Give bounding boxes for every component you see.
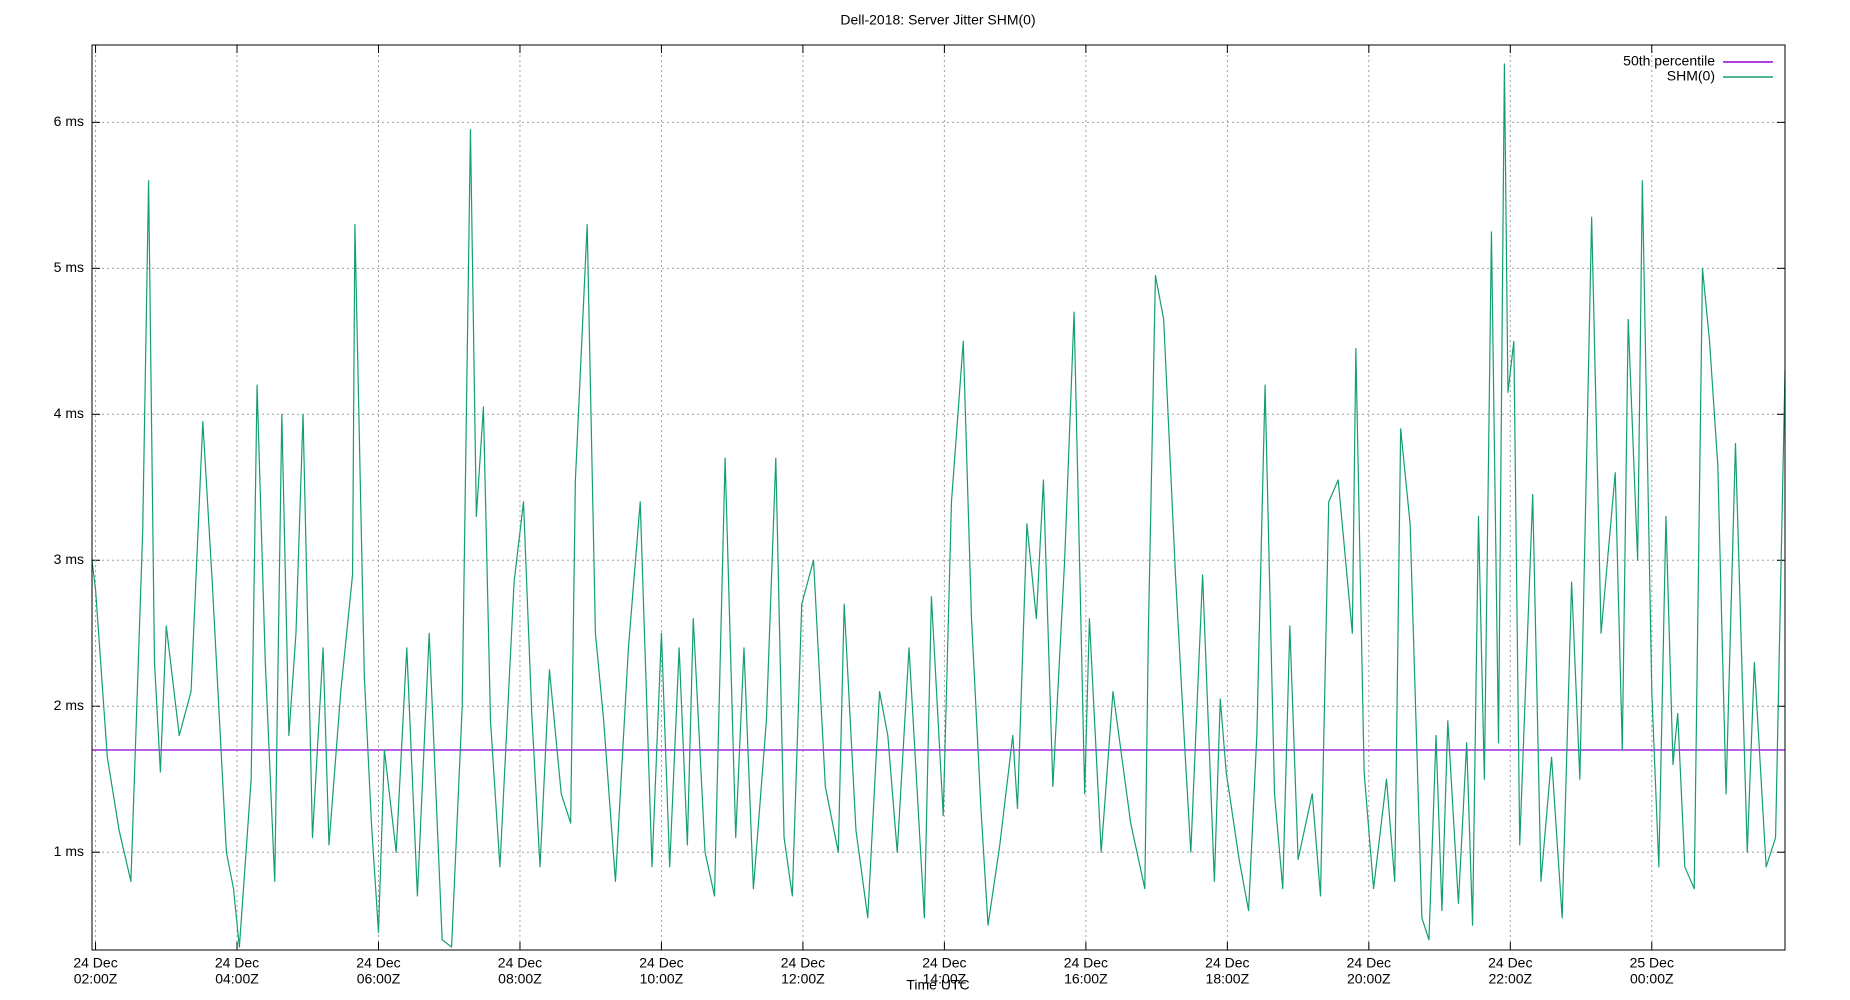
x-tick-label: 24 Dec <box>781 955 825 971</box>
x-tick-label: 16:00Z <box>1064 971 1108 987</box>
x-tick-label: 24 Dec <box>1064 955 1108 971</box>
x-tick-label: 24 Dec <box>1347 955 1391 971</box>
x-tick-label: 24 Dec <box>639 955 683 971</box>
x-tick-label: 25 Dec <box>1630 955 1674 971</box>
x-tick-label: 24 Dec <box>922 955 966 971</box>
x-tick-label: 02:00Z <box>74 971 118 987</box>
y-tick-label: 1 ms <box>54 843 84 859</box>
y-tick-label: 6 ms <box>54 113 84 129</box>
legend-label: 50th percentile <box>1623 53 1715 69</box>
x-tick-label: 14:00Z <box>923 971 967 987</box>
x-tick-label: 10:00Z <box>640 971 684 987</box>
chart-title: Dell-2018: Server Jitter SHM(0) <box>840 12 1035 28</box>
x-tick-label: 24 Dec <box>356 955 400 971</box>
legend-label: SHM(0) <box>1667 68 1715 84</box>
x-tick-label: 22:00Z <box>1489 971 1533 987</box>
x-tick-label: 00:00Z <box>1630 971 1674 987</box>
x-tick-label: 18:00Z <box>1206 971 1250 987</box>
x-tick-label: 08:00Z <box>498 971 542 987</box>
x-tick-label: 24 Dec <box>1205 955 1249 971</box>
y-tick-label: 2 ms <box>54 697 84 713</box>
x-tick-label: 20:00Z <box>1347 971 1391 987</box>
x-tick-label: 24 Dec <box>215 955 259 971</box>
y-tick-label: 4 ms <box>54 405 84 421</box>
x-tick-label: 12:00Z <box>781 971 825 987</box>
x-tick-label: 24 Dec <box>1488 955 1532 971</box>
y-tick-label: 5 ms <box>54 259 84 275</box>
series-line <box>91 63 1786 948</box>
x-tick-label: 24 Dec <box>73 955 117 971</box>
x-tick-label: 04:00Z <box>215 971 259 987</box>
x-tick-label: 06:00Z <box>357 971 401 987</box>
plot-border <box>91 44 1786 951</box>
y-tick-label: 3 ms <box>54 551 84 567</box>
x-tick-label: 24 Dec <box>498 955 542 971</box>
x-axis-label: Time UTC <box>906 977 969 993</box>
